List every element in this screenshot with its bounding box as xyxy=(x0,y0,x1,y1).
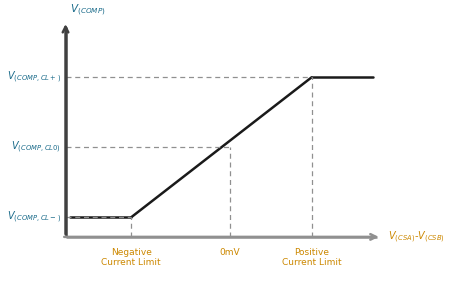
Text: V$_{(COMP,CL0)}$: V$_{(COMP,CL0)}$ xyxy=(11,140,61,155)
Text: Positive
Current Limit: Positive Current Limit xyxy=(282,248,341,268)
Text: V$_{(COMP,CL+)}$: V$_{(COMP,CL+)}$ xyxy=(7,69,61,85)
Text: 0mV: 0mV xyxy=(219,248,240,257)
Text: V$_{(COMP)}$: V$_{(COMP)}$ xyxy=(69,3,105,18)
Text: V$_{(COMP,CL-)}$: V$_{(COMP,CL-)}$ xyxy=(7,210,61,225)
Text: V$_{(CSA)}$-V$_{(CSB)}$: V$_{(CSA)}$-V$_{(CSB)}$ xyxy=(387,229,445,245)
Text: Negative
Current Limit: Negative Current Limit xyxy=(101,248,161,268)
